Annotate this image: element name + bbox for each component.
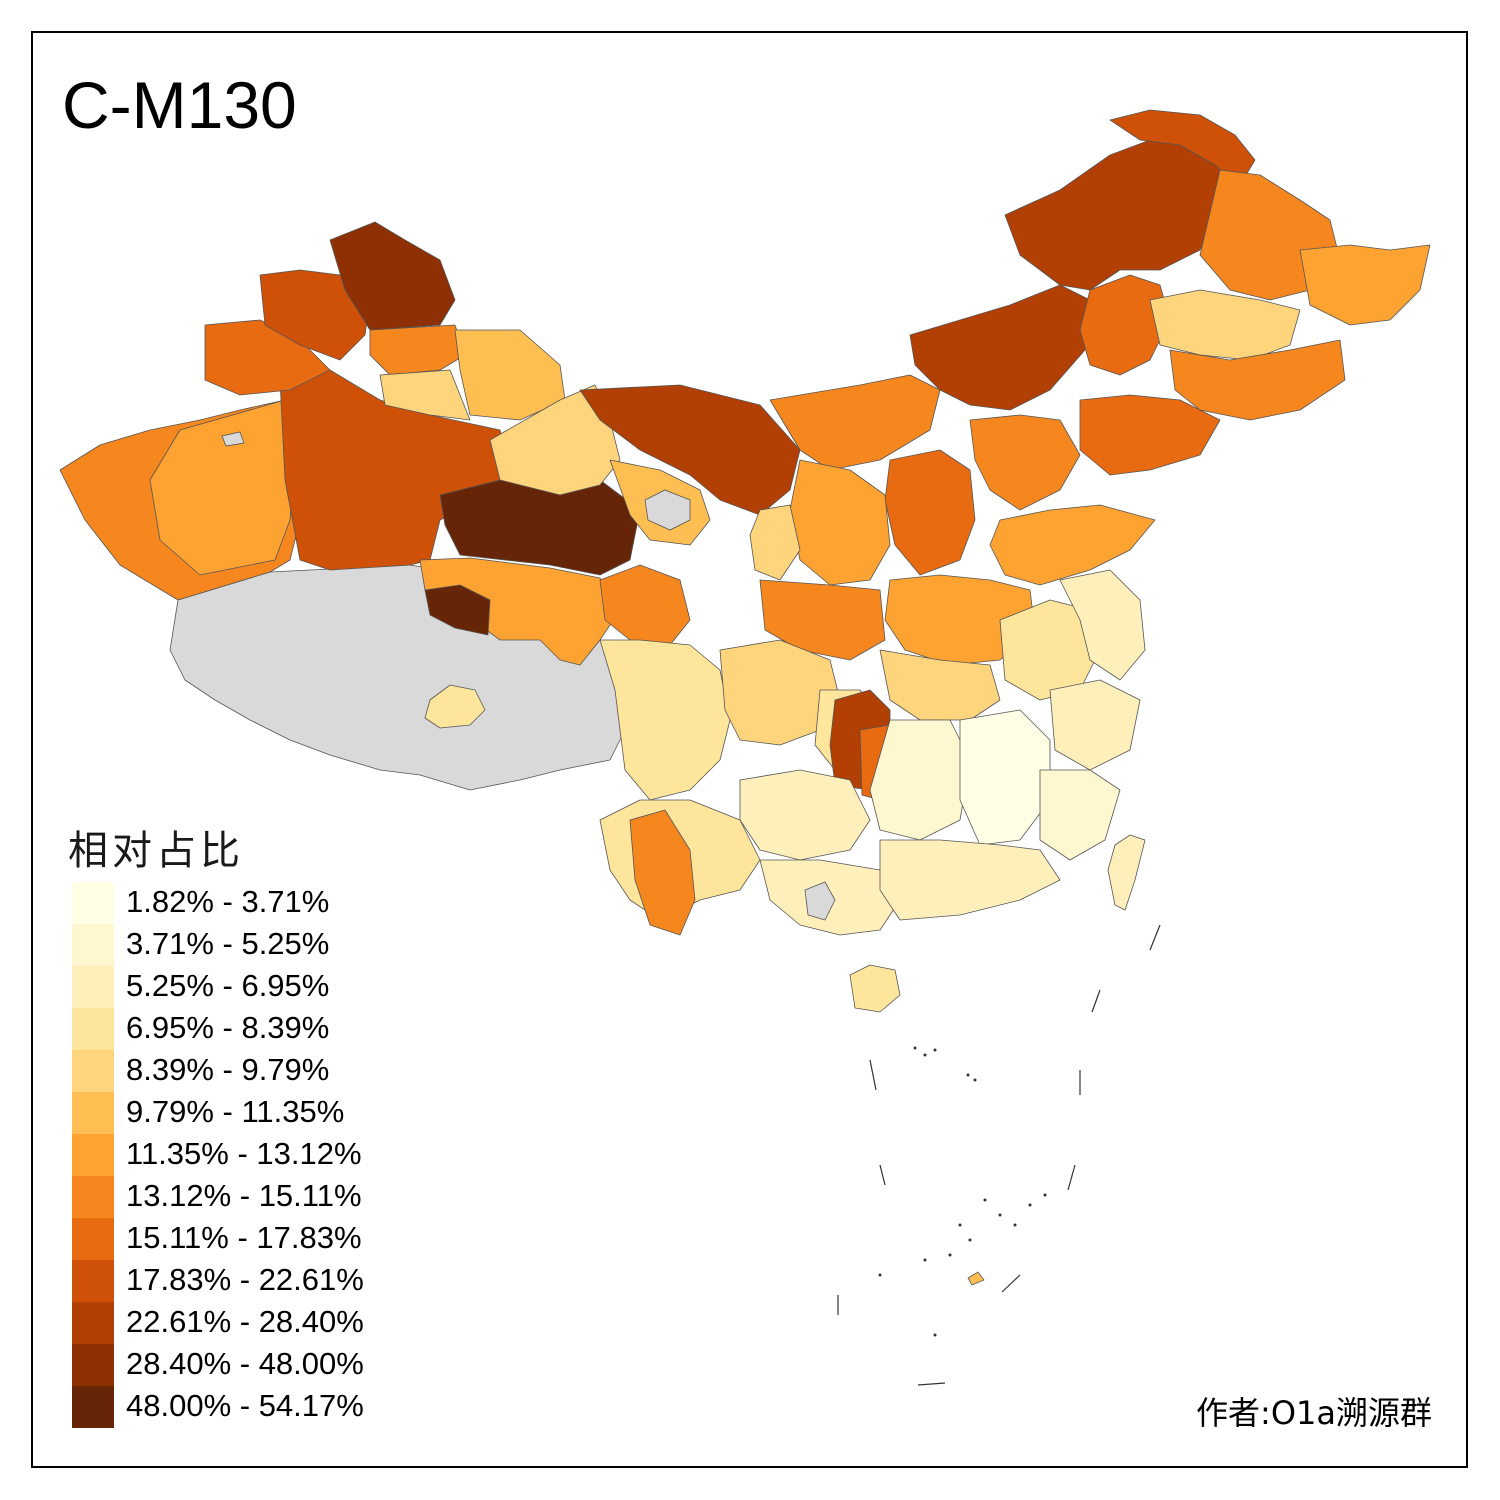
legend-swatch xyxy=(72,1092,114,1134)
legend-swatch xyxy=(72,1218,114,1260)
region-guizhou xyxy=(739,769,871,861)
region-hlj-north xyxy=(1109,109,1256,186)
region-anhui xyxy=(999,599,1101,701)
region-gansu-west xyxy=(489,384,621,496)
region-tibet-lhasa xyxy=(424,684,486,729)
legend-item: 13.12% - 15.11% xyxy=(72,1176,412,1218)
legend-swatch xyxy=(72,882,114,924)
region-taiwan xyxy=(1107,834,1146,911)
legend-label: 22.61% - 28.40% xyxy=(126,1304,364,1339)
legend-item: 15.11% - 17.83% xyxy=(72,1218,412,1260)
region-xj-gray xyxy=(221,431,245,447)
map-regions xyxy=(59,109,1431,1013)
region-guangdong xyxy=(879,839,1061,921)
legend-label: 15.11% - 17.83% xyxy=(126,1220,362,1255)
legend-item: 48.00% - 54.17% xyxy=(72,1386,412,1428)
legend-item: 8.39% - 9.79% xyxy=(72,1050,412,1092)
region-shanxi xyxy=(884,449,976,576)
legend-label: 9.79% - 11.35% xyxy=(126,1094,345,1129)
region-liaoning xyxy=(1079,394,1221,476)
region-qh-yushu-dark xyxy=(424,584,491,636)
legend-swatch xyxy=(72,924,114,966)
region-ningxia xyxy=(749,504,801,581)
region-hlj-south xyxy=(1149,289,1301,361)
legend-item: 11.35% - 13.12% xyxy=(72,1134,412,1176)
legend-swatch xyxy=(72,966,114,1008)
region-guangxi-gray xyxy=(804,881,836,921)
region-im-east xyxy=(909,284,1091,411)
legend-swatch xyxy=(72,1134,114,1176)
region-xj-altay xyxy=(329,221,456,331)
region-xj-ili xyxy=(259,269,371,361)
legend-item: 5.25% - 6.95% xyxy=(72,966,412,1008)
region-qinghai-lake xyxy=(644,489,691,531)
legend: 1.82% - 3.71% 3.71% - 5.25% 5.25% - 6.95… xyxy=(72,882,412,1428)
region-fujian xyxy=(1039,769,1121,861)
legend-label: 17.83% - 22.61% xyxy=(126,1262,364,1297)
region-hainan xyxy=(849,964,901,1013)
region-im-mid xyxy=(769,374,941,471)
legend-swatch xyxy=(72,1260,114,1302)
region-hlj-east xyxy=(1299,244,1431,326)
legend-swatch xyxy=(72,1344,114,1386)
legend-label: 13.12% - 15.11% xyxy=(126,1178,362,1213)
region-shaanxi-south xyxy=(759,579,886,661)
legend-item: 1.82% - 3.71% xyxy=(72,882,412,924)
legend-item: 9.79% - 11.35% xyxy=(72,1092,412,1134)
region-jilin xyxy=(1169,339,1346,421)
legend-label: 11.35% - 13.12% xyxy=(126,1136,362,1171)
legend-item: 3.71% - 5.25% xyxy=(72,924,412,966)
region-qh-east xyxy=(599,564,691,646)
legend-label: 28.40% - 48.00% xyxy=(126,1346,364,1381)
legend-item: 17.83% - 22.61% xyxy=(72,1260,412,1302)
legend-swatch xyxy=(72,1176,114,1218)
legend-item: 22.61% - 28.40% xyxy=(72,1302,412,1344)
region-im-hinggan xyxy=(1079,274,1171,376)
map-title: C-M130 xyxy=(62,68,297,142)
legend-swatch xyxy=(72,1050,114,1092)
region-zhejiang xyxy=(1049,679,1141,771)
legend-item: 28.40% - 48.00% xyxy=(72,1344,412,1386)
region-beijing-hebei xyxy=(969,414,1081,511)
legend-label: 48.00% - 54.17% xyxy=(126,1388,364,1423)
region-xj-urumqi xyxy=(369,324,466,376)
south-china-sea-islands xyxy=(837,924,1161,1386)
region-yunnan-south xyxy=(629,809,696,936)
legend-label: 8.39% - 9.79% xyxy=(126,1052,330,1087)
legend-label: 5.25% - 6.95% xyxy=(126,968,330,1003)
region-shaanxi-north xyxy=(789,459,891,586)
region-jiangxi xyxy=(959,709,1051,846)
author-credit: 作者:O1a溯源群 xyxy=(1196,1394,1432,1432)
island-dots xyxy=(878,1046,1047,1337)
island-orange xyxy=(967,1271,985,1286)
legend-label: 6.95% - 8.39% xyxy=(126,1010,330,1045)
region-sichuan-west xyxy=(599,639,731,801)
region-im-hulun xyxy=(1004,139,1231,291)
map-frame xyxy=(31,31,1468,1468)
legend-item: 6.95% - 8.39% xyxy=(72,1008,412,1050)
legend-label: 1.82% - 3.71% xyxy=(126,884,330,919)
region-hubei xyxy=(879,649,1001,721)
legend-swatch xyxy=(72,1302,114,1344)
region-shandong xyxy=(989,504,1156,586)
legend-swatch xyxy=(72,1008,114,1050)
region-jiangsu xyxy=(1059,569,1146,681)
region-hunan-east xyxy=(869,719,971,841)
region-xj-turpan xyxy=(379,369,471,421)
legend-title: 相对占比 xyxy=(68,828,244,874)
legend-label: 3.71% - 5.25% xyxy=(126,926,330,961)
legend-swatch xyxy=(72,1386,114,1428)
